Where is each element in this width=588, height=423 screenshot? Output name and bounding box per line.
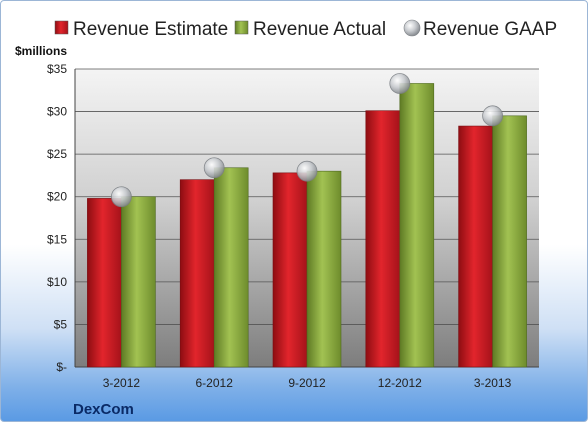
marker-gaap-0: [111, 186, 132, 208]
legend-swatch-revenue-gaap: [403, 19, 421, 37]
company-name: DexCom: [73, 401, 134, 418]
x-tick-label-0: 3-2012: [103, 376, 141, 390]
legend-label-revenue-gaap: Revenue GAAP: [423, 19, 557, 40]
marker-gaap-4: [482, 105, 504, 127]
marker-gaap-3: [389, 73, 411, 94]
bar-estimate-0: [87, 198, 122, 368]
y-tick-label-2: $10: [47, 275, 67, 289]
bar-estimate-3: [365, 110, 401, 368]
x-tick-label-3: 12-2012: [378, 376, 422, 390]
bar-actual-0: [121, 196, 156, 368]
marker-gaap-1: [203, 157, 225, 179]
y-tick-label-3: $15: [47, 232, 67, 246]
x-tick-label-2: 9-2012: [288, 376, 326, 390]
y-tick-label-0: $-: [56, 360, 67, 374]
bar-actual-1: [213, 167, 249, 368]
y-tick-label-1: $5: [54, 317, 68, 331]
bar-actual-2: [306, 170, 342, 368]
bar-actual-4: [492, 115, 527, 368]
y-axis-unit-label: $millions: [15, 44, 67, 58]
marker-gaap-2: [296, 160, 318, 182]
legend-swatch-revenue-actual: [234, 20, 249, 35]
x-tick-label-4: 3-2013: [474, 376, 512, 390]
y-tick-label-6: $30: [47, 105, 67, 119]
bar-estimate-4: [458, 125, 493, 368]
legend-swatch-revenue-estimate: [54, 20, 69, 35]
bar-estimate-1: [179, 179, 215, 368]
bar-estimate-2: [272, 172, 308, 368]
legend-label-revenue-actual: Revenue Actual: [253, 19, 386, 40]
bar-actual-3: [399, 83, 435, 368]
y-tick-label-7: $35: [47, 62, 67, 76]
x-tick-label-1: 6-2012: [196, 376, 234, 390]
legend-label-revenue-estimate: Revenue Estimate: [73, 19, 228, 40]
y-tick-label-5: $25: [47, 147, 67, 161]
y-tick-label-4: $20: [47, 190, 67, 204]
